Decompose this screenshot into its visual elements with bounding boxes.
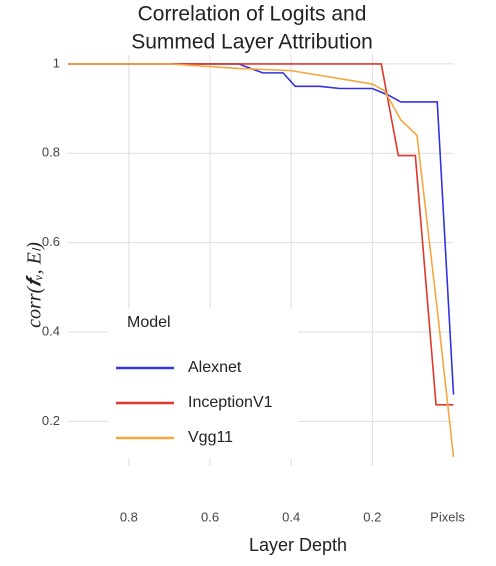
x-tick-label: 0.2 [363, 509, 381, 524]
line [68, 63, 454, 406]
legend-label: Vgg11 [188, 429, 233, 446]
y-tick-label: 0.4 [42, 323, 60, 338]
y-axis-label: corr(𝒇ᵥ, Eₗ) [24, 242, 46, 328]
line [68, 63, 455, 458]
x-tick-label: 0.6 [201, 509, 219, 524]
y-tick-label: 0.8 [42, 145, 60, 160]
legend: Model Alexnet InceptionV1 Vgg11 [108, 308, 298, 458]
y-tick-label: 0.6 [42, 234, 60, 249]
chart-title: Summed Layer Attribution [131, 31, 373, 54]
chart-title: Correlation of Logits and [138, 3, 367, 26]
x-tick-label: 0.8 [120, 509, 138, 524]
legend-label: Alexnet [188, 359, 242, 376]
line [68, 63, 455, 395]
legend-box [108, 308, 298, 458]
x-tick-label: Pixels [430, 509, 465, 524]
legend-label: InceptionV1 [188, 394, 273, 411]
y-tick-label: 1 [53, 55, 60, 70]
x-axis-label: Layer Depth [249, 535, 347, 555]
y-tick-label: 0.2 [42, 413, 60, 428]
x-tick-label: 0.4 [282, 509, 300, 524]
legend-title: Model [127, 314, 171, 331]
